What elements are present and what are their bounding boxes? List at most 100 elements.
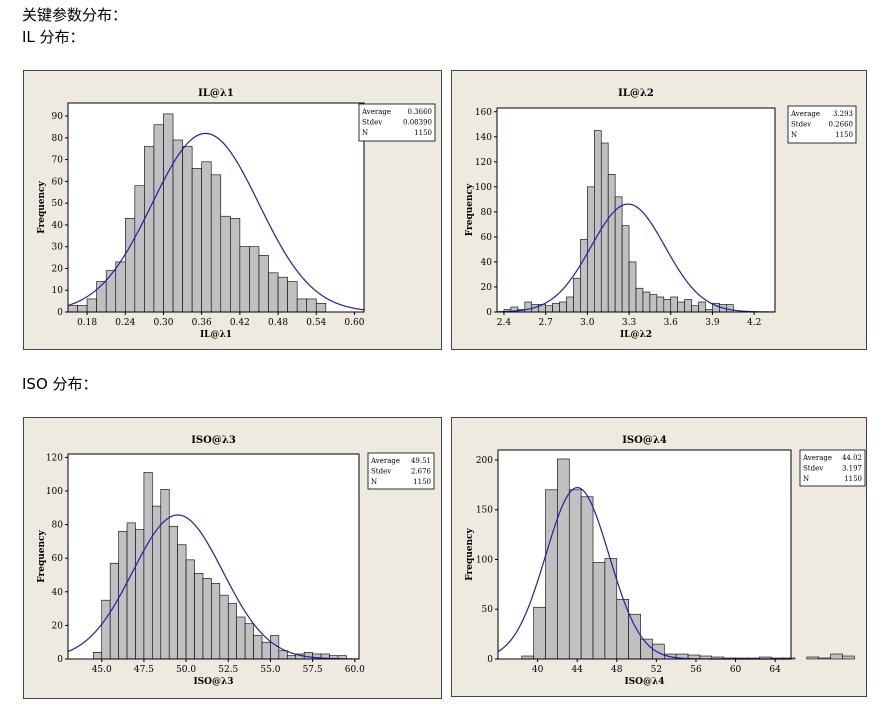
histogram-bar: [303, 651, 313, 660]
chart-title: IL@λ1: [198, 88, 234, 99]
x-axis-label: IL@λ2: [620, 330, 652, 340]
stats-value: 0.3660: [408, 108, 433, 116]
stats-label: Stdev: [362, 119, 382, 127]
histogram-svg: ISO@λ4 0 50 100 150 200 40 44 48 52 56 60 64 ISO@λ4 Fr…: [465, 435, 866, 687]
y-tick-label: 120: [475, 158, 492, 168]
plot-frame: [67, 453, 360, 660]
y-tick-label: 120: [46, 453, 63, 463]
chart-title: ISO@λ3: [191, 435, 236, 446]
histogram-bar: [587, 186, 595, 313]
normal-fit-curve: [67, 514, 359, 660]
plot-frame: [497, 449, 792, 660]
stats-value: 0.2660: [829, 121, 854, 129]
x-tick-label: 0.30: [153, 318, 173, 328]
histogram-bar: [152, 505, 162, 660]
histogram-bar: [227, 603, 237, 660]
histogram-bar: [628, 613, 641, 660]
stats-label: N: [371, 478, 377, 486]
histogram-bar: [105, 270, 117, 313]
y-axis-label: Frequency: [465, 527, 475, 580]
x-tick-label: 3.0: [580, 318, 595, 328]
y-tick-label: 30: [52, 243, 64, 253]
stats-label: Stdev: [371, 468, 391, 476]
histogram-bar: [261, 641, 271, 660]
y-tick-label: 140: [475, 133, 492, 143]
x-tick-label: 52.5: [218, 665, 238, 675]
histogram-bar: [287, 281, 298, 313]
chart-title: ISO@λ4: [622, 435, 667, 446]
y-tick-label: 0: [486, 308, 492, 318]
histogram-svg: IL@λ1 0 10 20 30 40 50 60 70 80 90 0.18 0.24 0.30 0.36…: [37, 88, 436, 340]
y-tick-label: 80: [52, 521, 64, 531]
y-tick-label: 100: [476, 555, 493, 565]
histogram-bar: [568, 489, 582, 660]
histogram-bar: [153, 124, 164, 313]
histogram-bar: [684, 299, 692, 313]
histogram-svg: ISO@λ3 0 20 40 60 80 100 120 45.0 47.5 50.0 52.5 55.…: [37, 435, 435, 687]
x-tick-label: 48: [611, 665, 623, 675]
stats-label: Average: [370, 457, 400, 465]
stats-value: 2.676: [411, 468, 432, 476]
y-tick-label: 80: [52, 134, 64, 144]
y-tick-label: 20: [52, 264, 64, 274]
chart-panel-iso-lambda3: ISO@λ3 0 20 40 60 80 100 120 45.0 47.5 50.0 52.5 55.…: [23, 417, 442, 699]
histogram-bar: [220, 215, 231, 313]
y-tick-label: 10: [52, 286, 64, 296]
histogram-bar: [726, 304, 734, 313]
histogram-bar: [594, 130, 602, 313]
stats-value: 0.08390: [403, 119, 432, 127]
y-tick-label: 150: [476, 506, 493, 516]
x-tick-label: 50.0: [176, 665, 196, 675]
x-tick-label: 44: [571, 665, 583, 675]
x-tick-label: 40: [532, 665, 544, 675]
y-tick-label: 20: [52, 621, 64, 631]
histogram-bar: [580, 239, 588, 313]
stats-label: Average: [790, 110, 820, 118]
histogram-bar: [830, 653, 843, 660]
stats-box: [367, 452, 435, 490]
histogram-bar: [614, 196, 623, 313]
histogram-bar: [621, 225, 630, 313]
y-tick-label: 100: [475, 183, 492, 193]
histogram-svg: IL@λ2 0 20 40 60 80 100 120 140 160 2.4 2.7 3.0 3.3 3.…: [465, 88, 857, 340]
histogram-bar: [168, 525, 178, 660]
stats-box: [787, 105, 857, 144]
y-tick-label: 0: [487, 655, 493, 665]
stats-label: N: [791, 131, 797, 139]
histogram-bar: [552, 302, 560, 313]
histogram-bar: [86, 298, 97, 313]
histogram-bar: [101, 599, 111, 660]
x-tick-label: 47.5: [134, 665, 154, 675]
histogram-bar: [640, 638, 653, 660]
histogram-bar: [177, 544, 187, 660]
section-heading-key-params: 关键参数分布：: [22, 6, 128, 24]
section-heading-il: IL 分布：: [22, 28, 85, 46]
histogram-bar: [67, 305, 78, 313]
x-axis-label: ISO@λ3: [193, 677, 233, 687]
y-tick-label: 60: [481, 233, 493, 243]
x-tick-label: 2.7: [538, 318, 553, 328]
histogram-bar: [656, 296, 665, 313]
histogram-bar: [642, 291, 651, 313]
histogram-bar: [253, 635, 263, 660]
x-tick-label: 0.24: [115, 318, 135, 328]
stats-value: 1150: [414, 129, 432, 137]
y-tick-label: 80: [481, 208, 493, 218]
x-axis-label: ISO@λ4: [624, 677, 664, 687]
y-tick-label: 40: [52, 221, 64, 231]
histogram-bar: [211, 583, 221, 660]
histogram-bar: [185, 559, 195, 660]
histogram-bar: [249, 246, 260, 313]
chart-panel-iso-lambda4: ISO@λ4 0 50 100 150 200 40 44 48 52 56 60 64 ISO@λ4 Fr…: [451, 417, 867, 697]
histogram-bar: [277, 276, 288, 313]
y-tick-label: 100: [46, 487, 63, 497]
y-tick-label: 70: [52, 156, 64, 166]
x-tick-label: 52: [651, 665, 662, 675]
histogram-bar: [202, 578, 212, 660]
histogram-bar: [573, 277, 581, 313]
histogram-bar: [93, 651, 103, 660]
histogram-bar: [663, 299, 672, 313]
plot-frame: [67, 102, 365, 313]
x-tick-label: 0.36: [192, 318, 212, 328]
stats-value: 1150: [835, 131, 853, 139]
